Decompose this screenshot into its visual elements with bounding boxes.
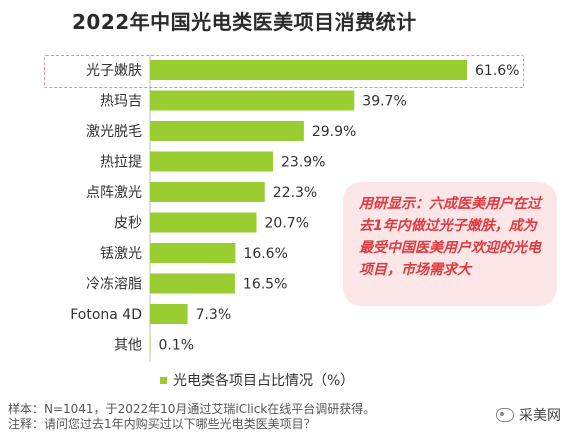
value-label: 16.5% — [243, 277, 287, 293]
watermark: 采美网 — [496, 405, 561, 425]
value-label: 23.9% — [281, 155, 325, 171]
category-label: 皮秒 — [114, 216, 142, 232]
bar — [150, 304, 188, 324]
category-label: Fotona 4D — [70, 307, 142, 323]
category-label: 热玛吉 — [100, 94, 142, 110]
bar — [150, 273, 235, 294]
bar — [150, 212, 257, 233]
category-label: 铥激光 — [100, 245, 142, 262]
bar — [150, 121, 304, 141]
legend-label: 光电类各项目占比情况（%） — [173, 373, 355, 389]
value-label: 7.3% — [196, 307, 232, 323]
value-label: 20.7% — [265, 216, 309, 232]
wechat-icon — [496, 408, 514, 422]
value-label: 29.9% — [312, 124, 356, 140]
bar — [150, 334, 151, 355]
category-label: 点阵激光 — [86, 184, 142, 201]
legend: 光电类各项目占比情况（%） — [160, 370, 354, 390]
category-label: 激光脱毛 — [86, 123, 142, 140]
value-label: 0.1% — [159, 338, 195, 354]
category-label: 其他 — [114, 338, 142, 354]
value-label: 16.6% — [243, 246, 287, 262]
value-label: 39.7% — [362, 94, 406, 110]
bar — [150, 151, 273, 172]
chart-title: 2022年中国光电类医美项目消费统计 — [72, 10, 417, 34]
bar — [150, 182, 265, 202]
footnote-note: 注释：请问您过去1年内购买过以下哪些光电类医美项目？ — [8, 417, 316, 431]
category-label: 热拉提 — [100, 155, 142, 171]
watermark-text: 采美网 — [519, 408, 561, 424]
category-label: 光子嫩肤 — [86, 63, 142, 79]
footnote-sample: 样本：N=1041，于2022年10月通过艾瑞iClick在线平台调研获得。 — [8, 402, 376, 416]
bar — [150, 243, 236, 263]
highlight-box — [44, 55, 524, 88]
legend-swatch — [160, 376, 167, 384]
value-label: 61.6% — [475, 63, 519, 79]
callout-box: 用研显示：六成医美用户在过去1年内做过光子嫩肤，成为最受中国医美用户欢迎的光电项… — [343, 182, 557, 306]
value-label: 22.3% — [273, 185, 317, 201]
bar — [150, 60, 467, 80]
bar — [150, 90, 355, 111]
category-label: 冷冻溶脂 — [86, 276, 142, 293]
